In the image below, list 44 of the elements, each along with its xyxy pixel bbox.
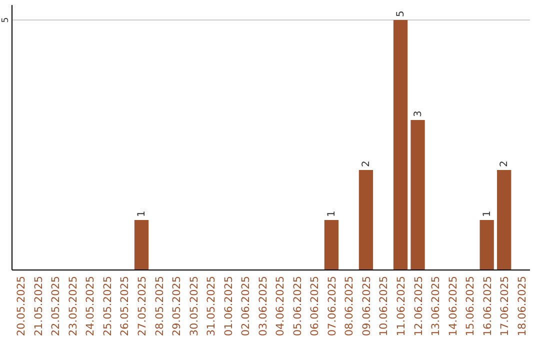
x-tick-label: 27.05.2025	[136, 276, 148, 336]
x-tick-label: 26.05.2025	[119, 276, 132, 336]
data-label: 5	[396, 10, 406, 17]
x-tick-label: 31.05.2025	[206, 276, 218, 336]
x-tick-label: 09.06.2025	[360, 276, 373, 336]
bar	[497, 170, 512, 270]
x-tick-label: 10.06.2025	[378, 276, 390, 336]
x-tick-label: 28.05.2025	[154, 276, 166, 336]
x-tick-label: 20.05.2025	[16, 276, 28, 336]
bar	[410, 120, 425, 270]
data-label: 1	[482, 210, 493, 217]
x-tick-label: 15.06.2025	[464, 276, 477, 336]
x-tick-label: 12.06.2025	[412, 276, 425, 336]
bar	[358, 170, 374, 270]
x-tick-label: 04.06.2025	[274, 276, 287, 336]
x-tick-label: 25.05.2025	[102, 276, 114, 336]
data-label: 1	[136, 210, 148, 217]
x-tick-label: 22.05.2025	[50, 276, 62, 336]
x-tick-label: 18.06.2025	[516, 276, 528, 336]
x-tick-label: 05.06.2025	[292, 276, 304, 336]
x-tick-label: 23.05.2025	[67, 276, 80, 336]
data-label: 2	[499, 160, 510, 167]
bar	[393, 20, 408, 270]
x-tick-label: 30.05.2025	[188, 276, 200, 336]
x-tick-label: 08.06.2025	[344, 276, 356, 336]
data-label: 1	[326, 210, 338, 217]
bar	[324, 220, 339, 270]
x-tick-label: 24.05.2025	[84, 276, 97, 336]
x-tick-label: 13.06.2025	[430, 276, 442, 336]
x-tick-label: 21.05.2025	[32, 276, 45, 336]
x-tick-label: 14.06.2025	[447, 276, 460, 336]
x-tick-label: 29.05.2025	[171, 276, 184, 336]
bar	[134, 220, 149, 270]
x-tick-label: 01.06.2025	[222, 276, 235, 336]
data-label: 3	[412, 110, 424, 117]
bar	[480, 220, 494, 270]
x-tick-label: 06.06.2025	[309, 276, 322, 336]
x-tick-label: 17.06.2025	[499, 276, 512, 336]
x-tick-label: 03.06.2025	[257, 276, 270, 336]
x-tick-label: 16.06.2025	[482, 276, 494, 336]
x-tick-label: 07.06.2025	[326, 276, 338, 336]
data-label: 2	[360, 160, 372, 167]
x-tick-label: 02.06.2025	[240, 276, 252, 336]
x-tick-label: 11.06.2025	[396, 276, 408, 336]
